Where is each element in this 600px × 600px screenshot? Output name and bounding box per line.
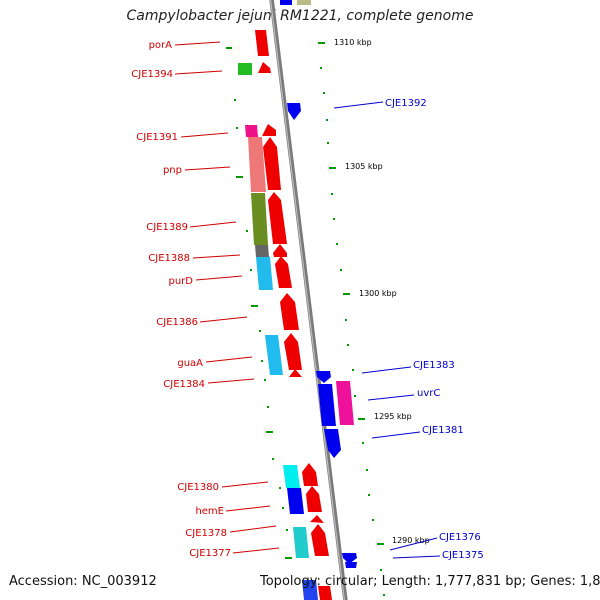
accession-text: Accession: NC_003912 — [9, 574, 157, 589]
label-CJE1376: CJE1376 — [439, 532, 481, 543]
gene-top-blue — [280, 0, 292, 5]
gene-guaA-arrow — [284, 333, 302, 370]
label-CJE1388: CJE1388 — [148, 253, 190, 264]
label-CJE1394: CJE1394 — [131, 69, 173, 80]
gene-CJE1386 — [280, 293, 299, 330]
reverse-label-leaders — [333, 101, 441, 559]
gene-CJE1381 — [324, 429, 341, 458]
gene-guaA — [265, 335, 283, 375]
gene-CJE1388-arrow — [273, 244, 287, 257]
gene-bottom-fwd-red — [318, 586, 332, 600]
gene-CJE1389 — [251, 193, 268, 245]
gene-hemE — [287, 488, 304, 514]
label-CJE1377: CJE1377 — [189, 548, 231, 559]
gene-CJE1377 — [293, 527, 309, 558]
gene-CJE1391 — [245, 125, 258, 137]
label-CJE1391: CJE1391 — [136, 132, 178, 143]
gene-CJE1384-arrow — [289, 369, 302, 377]
gene-CJE1377-arrow — [311, 524, 329, 556]
label-CJE1386: CJE1386 — [156, 317, 198, 328]
label-uvrC: uvrC — [417, 388, 440, 399]
label-CJE1389: CJE1389 — [146, 222, 188, 233]
scale-ticks: 1310 kbp 1305 kbp 1300 kbp 1295 kbp 1290… — [318, 38, 430, 545]
gc-ticks-right — [320, 67, 385, 596]
gene-uvrC — [336, 381, 354, 425]
gene-CJE1375 — [345, 562, 357, 568]
gene-CJE1389-arrow — [268, 192, 287, 244]
gc-ticks — [226, 47, 292, 559]
label-CJE1381: CJE1381 — [422, 425, 464, 436]
gene-CJE1394-fwd — [238, 63, 252, 75]
map-title: Campylobacter jejuni RM1221, complete ge… — [126, 8, 474, 24]
gene-bottom-fwd — [302, 580, 318, 600]
label-CJE1378: CJE1378 — [185, 528, 227, 539]
forward-genes — [238, 30, 332, 600]
label-CJE1384: CJE1384 — [163, 379, 205, 390]
forward-labels: porA CJE1394 CJE1391 pnp CJE1389 CJE1388… — [131, 40, 231, 559]
gene-CJE1382-body — [318, 384, 336, 426]
label-guaA: guaA — [177, 358, 203, 369]
gene-CJE1380-arrow — [302, 463, 318, 486]
gene-CJE1394-arrow — [258, 62, 271, 73]
label-CJE1392: CJE1392 — [385, 98, 427, 109]
gene-CJE1378-arrow — [310, 515, 324, 523]
gene-CJE1388 — [255, 245, 269, 257]
gene-top-olive — [297, 0, 311, 5]
scale-label-1305: 1305 kbp — [345, 162, 383, 171]
label-CJE1380: CJE1380 — [177, 482, 219, 493]
gene-CJE1383 — [316, 371, 331, 383]
scale-label-1310: 1310 kbp — [334, 38, 372, 47]
reverse-labels: CJE1392 CJE1383 uvrC CJE1381 CJE1376 CJE… — [385, 98, 484, 561]
gene-CJE1392 — [287, 103, 301, 120]
gene-hemE-arrow — [306, 486, 322, 512]
gene-porA — [255, 30, 269, 56]
scale-label-1295: 1295 kbp — [374, 412, 412, 421]
label-CJE1383: CJE1383 — [413, 360, 455, 371]
gene-purD — [256, 257, 273, 290]
forward-label-leaders — [174, 41, 280, 554]
label-pnp: pnp — [163, 165, 182, 176]
topology-text: Topology: circular; Length: 1,777,831 bp… — [260, 574, 600, 589]
reverse-genes — [287, 103, 357, 568]
genome-backbone — [269, 0, 348, 600]
label-CJE1375: CJE1375 — [442, 550, 484, 561]
label-porA: porA — [149, 40, 173, 51]
scale-label-1300: 1300 kbp — [359, 289, 397, 298]
label-hemE: hemE — [195, 506, 224, 517]
scale-label-1290: 1290 kbp — [392, 536, 430, 545]
gene-CJE1391-arrow — [262, 124, 276, 136]
gene-pnp-arrow — [263, 137, 281, 190]
gene-CJE1376 — [342, 553, 357, 564]
gene-purD-arrow — [275, 256, 292, 288]
gene-pnp — [248, 137, 266, 192]
gene-CJE1380 — [283, 465, 300, 488]
label-purD: purD — [169, 276, 194, 287]
